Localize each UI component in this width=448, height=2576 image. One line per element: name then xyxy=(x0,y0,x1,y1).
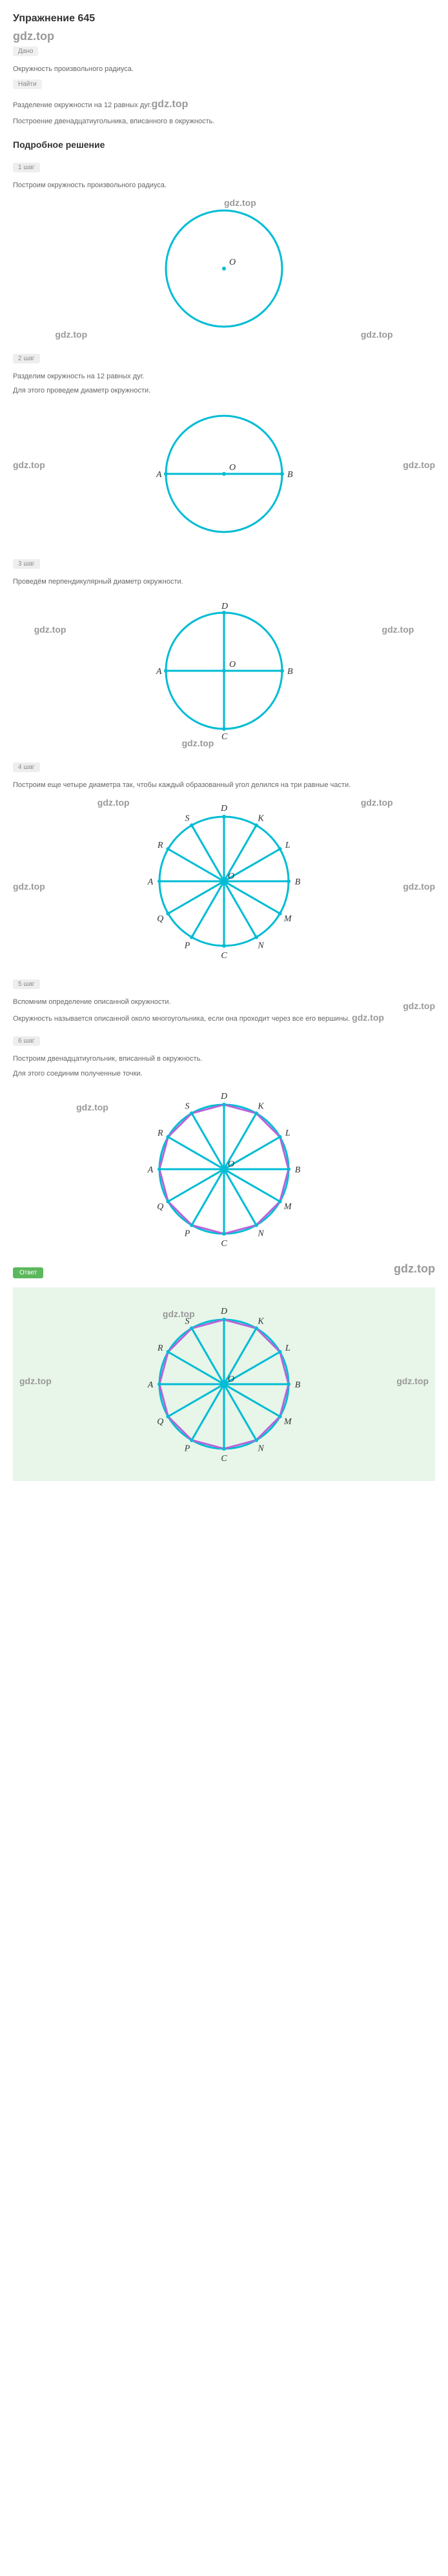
figure-answer: gdz.top gdz.top gdz.top ODKLBMNCPQARS xyxy=(19,1300,429,1468)
svg-text:M: M xyxy=(283,1202,292,1212)
step-badge: 2 шаг xyxy=(13,354,40,363)
svg-text:C: C xyxy=(221,951,227,961)
svg-text:C: C xyxy=(221,1454,227,1464)
figure-circle-3: gdz.top gdz.top gdz.top ABCDO xyxy=(13,593,435,748)
svg-text:R: R xyxy=(157,1344,163,1353)
solution-heading: Подробное решение xyxy=(13,139,435,150)
svg-text:A: A xyxy=(147,1165,154,1175)
svg-text:S: S xyxy=(185,813,190,823)
figure-circle-2: gdz.top gdz.top ABO xyxy=(13,403,435,545)
svg-text:S: S xyxy=(185,1101,190,1111)
step-badge: 5 шаг xyxy=(13,979,40,989)
step-badge: 3 шаг xyxy=(13,559,40,569)
svg-text:L: L xyxy=(285,1344,290,1353)
svg-text:O: O xyxy=(229,660,236,670)
svg-text:K: K xyxy=(257,1101,264,1111)
svg-text:D: D xyxy=(221,602,228,611)
given-label: Дано xyxy=(13,46,38,56)
svg-text:B: B xyxy=(295,877,301,887)
svg-text:A: A xyxy=(156,470,162,480)
svg-text:R: R xyxy=(157,1129,163,1138)
watermark: gdz.top xyxy=(13,30,435,43)
svg-text:Q: Q xyxy=(157,1202,163,1212)
svg-text:O: O xyxy=(228,872,234,881)
svg-text:C: C xyxy=(221,1239,227,1249)
svg-text:A: A xyxy=(147,1380,154,1390)
figure-circle-1: gdz.top O gdz.top gdz.top xyxy=(13,198,435,340)
svg-text:B: B xyxy=(287,667,293,677)
svg-text:A: A xyxy=(156,667,162,677)
figure-circle-4: gdz.top gdz.top gdz.top gdz.top ODKLBMNC… xyxy=(13,797,435,965)
svg-text:O: O xyxy=(228,1160,234,1169)
svg-text:D: D xyxy=(220,804,227,813)
svg-text:P: P xyxy=(184,1444,190,1454)
svg-text:D: D xyxy=(220,1092,227,1101)
step-badge: 1 шаг xyxy=(13,163,40,172)
step-text: Вспомним определение описанной окружност… xyxy=(13,997,435,1008)
svg-text:O: O xyxy=(228,1375,234,1384)
step-text: Построим еще четыре диаметра так, чтобы … xyxy=(13,780,435,791)
svg-text:B: B xyxy=(295,1380,301,1390)
svg-text:N: N xyxy=(257,1444,264,1454)
step-badge: 6 шаг xyxy=(13,1036,40,1046)
construction-text: Построение двенадцатиугольника, вписанно… xyxy=(13,116,435,127)
svg-text:O: O xyxy=(229,463,236,473)
step-text: Построим двенадцатиугольник, вписанный в… xyxy=(13,1054,435,1065)
svg-text:N: N xyxy=(257,941,264,950)
svg-text:L: L xyxy=(285,841,290,850)
svg-text:R: R xyxy=(157,841,163,850)
exercise-title: Упражнение 645 xyxy=(13,13,435,25)
step-text2: Для этого соединим полученные точки. xyxy=(13,1068,435,1079)
svg-text:Q: Q xyxy=(157,1417,163,1427)
answer-label: Ответ xyxy=(13,1267,43,1278)
step-text2: Для этого проведем диаметр окружности. xyxy=(13,385,435,396)
step-text: Разделим окружность на 12 равных дуг. xyxy=(13,371,435,382)
svg-text:B: B xyxy=(295,1165,301,1175)
watermark: gdz.top xyxy=(394,1262,435,1276)
svg-text:B: B xyxy=(287,470,293,480)
step-text2: Окружность называется описанной около мн… xyxy=(13,1011,435,1025)
svg-text:K: K xyxy=(257,813,264,823)
svg-text:K: K xyxy=(257,1316,264,1326)
svg-text:N: N xyxy=(257,1229,264,1239)
figure-circle-6: gdz.top ODKLBMNCPQARS xyxy=(13,1085,435,1253)
step-text: Проведём перпендикулярный диаметр окружн… xyxy=(13,577,435,588)
step-text: Построим окружность произвольного радиус… xyxy=(13,180,435,191)
step-badge: 4 шаг xyxy=(13,762,40,772)
svg-text:A: A xyxy=(147,877,154,887)
svg-text:L: L xyxy=(285,1129,290,1138)
svg-text:C: C xyxy=(221,732,228,742)
given-text: Окружность произвольного радиуса. xyxy=(13,64,435,75)
svg-text:M: M xyxy=(283,914,292,924)
svg-text:M: M xyxy=(283,1417,292,1427)
svg-text:Q: Q xyxy=(157,914,163,924)
find-label: Найти xyxy=(13,79,42,89)
svg-text:D: D xyxy=(220,1307,227,1316)
find-text: Разделение окружности на 12 равных дуг.g… xyxy=(13,97,435,112)
svg-text:P: P xyxy=(184,941,190,950)
svg-text:P: P xyxy=(184,1229,190,1239)
answer-box: gdz.top gdz.top gdz.top ODKLBMNCPQARS xyxy=(13,1287,435,1481)
svg-text:O: O xyxy=(229,258,236,267)
